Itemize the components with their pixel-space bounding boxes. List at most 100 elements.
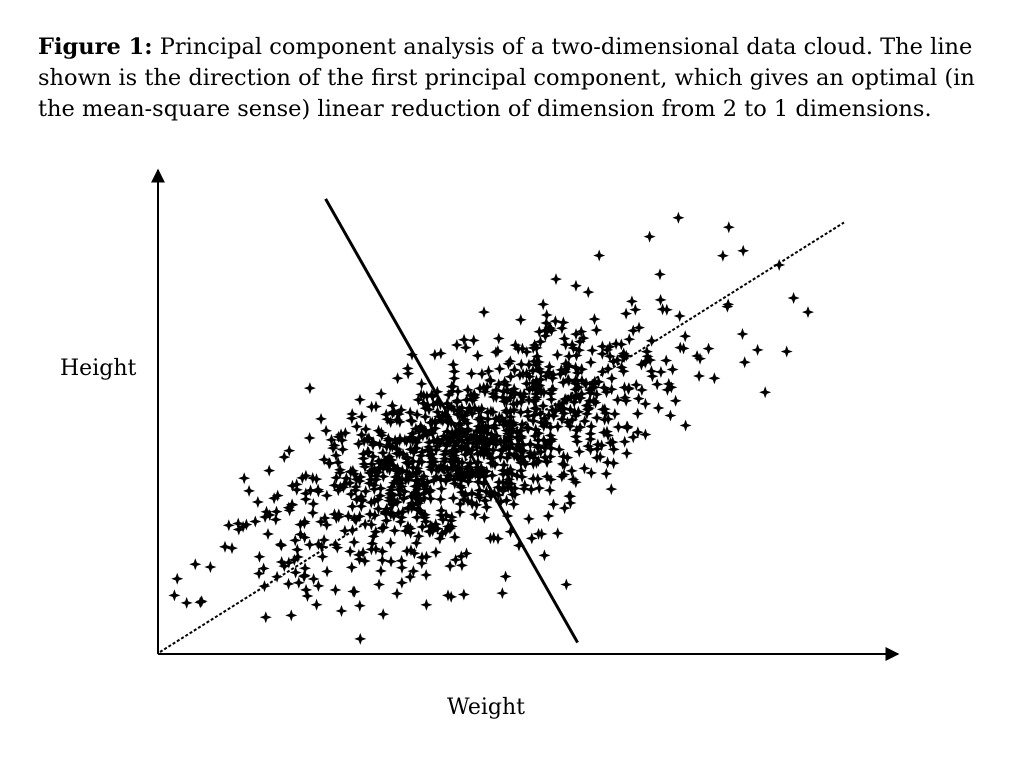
data-point [353, 510, 366, 523]
data-point [409, 422, 422, 435]
data-point [736, 328, 749, 341]
data-point [304, 484, 317, 497]
data-point [440, 473, 453, 486]
data-point [381, 462, 394, 475]
data-point [497, 385, 510, 398]
data-point [492, 481, 505, 494]
data-point [503, 423, 516, 436]
data-point [518, 479, 531, 492]
data-point [449, 553, 462, 566]
data-point [455, 559, 468, 572]
data-point [271, 570, 284, 583]
data-point [600, 386, 613, 399]
data-point [358, 555, 371, 568]
data-point [557, 468, 570, 481]
data-point [442, 388, 455, 401]
data-point [334, 466, 346, 479]
data-point [383, 463, 396, 476]
data-point [555, 363, 568, 376]
data-point [429, 416, 442, 429]
data-point [461, 460, 474, 473]
data-point [475, 367, 488, 380]
data-point [426, 459, 439, 472]
data-point [451, 394, 464, 407]
data-point [382, 434, 395, 447]
data-point [569, 361, 582, 374]
data-point [623, 333, 636, 346]
data-point [444, 469, 457, 482]
data-point [260, 505, 273, 518]
data-point [520, 377, 533, 390]
data-point [318, 512, 331, 525]
data-point [501, 465, 514, 478]
data-point [383, 494, 396, 507]
data-point [459, 428, 472, 441]
data-point [495, 444, 508, 457]
data-point [500, 424, 513, 437]
data-point [643, 230, 656, 243]
data-point [620, 307, 633, 320]
data-point [434, 460, 447, 473]
data-point [380, 408, 393, 421]
data-point [470, 424, 483, 437]
data-point [414, 420, 427, 433]
data-point [395, 576, 408, 589]
data-point [541, 438, 554, 451]
data-point [395, 403, 408, 416]
data-point [298, 531, 311, 544]
data-point [298, 570, 310, 583]
data-point [407, 433, 420, 446]
data-point [554, 368, 567, 381]
data-point [435, 482, 448, 495]
data-point [593, 249, 606, 262]
data-point [435, 504, 448, 517]
data-point [508, 404, 521, 417]
data-point [194, 596, 207, 609]
data-point [572, 381, 585, 394]
data-point [353, 393, 366, 406]
data-point [538, 412, 551, 425]
data-point [459, 488, 472, 501]
data-point [407, 499, 420, 512]
data-point [513, 441, 526, 454]
data-point [412, 455, 425, 468]
data-point [653, 268, 666, 281]
data-point [402, 502, 415, 515]
data-point [522, 422, 535, 435]
data-point [384, 536, 397, 549]
data-point [632, 392, 645, 405]
data-point [478, 511, 491, 524]
data-point [450, 463, 463, 476]
data-point [532, 355, 545, 368]
data-point [368, 509, 381, 522]
data-point [413, 478, 426, 491]
data-point [585, 466, 598, 479]
data-point [291, 550, 304, 563]
data-point [394, 515, 407, 528]
data-point [722, 221, 735, 234]
data-point [560, 578, 573, 591]
data-point [532, 455, 545, 468]
data-point [528, 355, 541, 368]
data-point [420, 568, 433, 581]
data-point [604, 436, 617, 449]
data-point [328, 508, 341, 521]
data-point [387, 459, 400, 472]
data-point [488, 486, 501, 499]
data-point [578, 415, 591, 428]
data-point [412, 497, 425, 510]
data-point [605, 483, 618, 496]
data-point [386, 489, 399, 502]
data-point [388, 524, 401, 537]
data-point [572, 405, 585, 418]
data-point [545, 442, 558, 455]
data-point [283, 444, 296, 457]
data-point [349, 514, 362, 527]
data-point [376, 545, 389, 558]
data-point [588, 313, 601, 326]
data-point [500, 476, 513, 489]
data-point [520, 345, 533, 358]
data-point [423, 449, 436, 462]
data-point [435, 413, 448, 426]
data-point [378, 459, 391, 472]
